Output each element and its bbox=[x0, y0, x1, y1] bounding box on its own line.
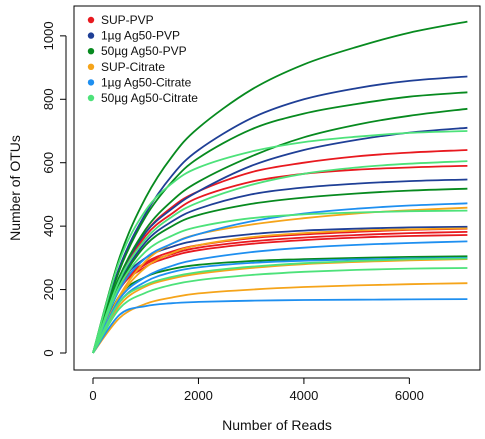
series-line-13 bbox=[92, 187, 468, 354]
series-line-20 bbox=[92, 240, 468, 354]
series-line-26 bbox=[92, 257, 468, 354]
legend-label: 50µg Ag50-PVP bbox=[101, 44, 187, 58]
y-tick-label: 1000 bbox=[41, 21, 56, 50]
x-tick-label: 6000 bbox=[395, 388, 424, 403]
series-line-17 bbox=[92, 258, 468, 354]
series-line-6 bbox=[92, 75, 468, 354]
series-line-11 bbox=[92, 91, 468, 354]
y-tick-label: 200 bbox=[41, 279, 56, 301]
y-axis-title: Number of OTUs bbox=[7, 135, 23, 241]
legend-label: 1µg Ag50-Citrate bbox=[101, 75, 192, 89]
legend-label: SUP-Citrate bbox=[101, 60, 165, 74]
plot-frame bbox=[73, 5, 481, 371]
series-line-12 bbox=[92, 107, 468, 354]
series-line-27 bbox=[92, 267, 468, 354]
series-line-22 bbox=[92, 298, 468, 354]
series-line-5 bbox=[92, 234, 468, 354]
legend-marker bbox=[87, 63, 95, 70]
x-axis-title: Number of Reads bbox=[222, 417, 332, 433]
legend-label: 1µg Ag50-PVP bbox=[101, 29, 180, 43]
y-tick-label: 400 bbox=[41, 215, 56, 237]
legend-label: 50µg Ag50-Citrate bbox=[101, 91, 198, 105]
series-line-21 bbox=[92, 257, 468, 354]
series-line-8 bbox=[92, 178, 468, 354]
y-tick-label: 800 bbox=[41, 88, 56, 110]
x-tick-label: 2000 bbox=[184, 388, 213, 403]
series-line-10 bbox=[92, 20, 468, 354]
legend-marker bbox=[87, 16, 95, 24]
series-line-19 bbox=[92, 202, 468, 354]
series-layer bbox=[92, 20, 468, 354]
legend-marker bbox=[87, 94, 95, 102]
legend-marker bbox=[87, 79, 95, 86]
legend-marker bbox=[87, 32, 95, 39]
legend-label: SUP-PVP bbox=[101, 13, 154, 27]
y-tick-label: 600 bbox=[41, 152, 56, 174]
y-tick-label: 0 bbox=[41, 349, 56, 356]
series-line-23 bbox=[92, 130, 468, 354]
y-axis: 0 200 400 600 800 1000 bbox=[41, 21, 67, 357]
legend-marker bbox=[87, 48, 95, 55]
series-line-24 bbox=[92, 160, 468, 354]
x-axis: 0 2000 4000 6000 bbox=[89, 377, 424, 403]
x-tick-label: 0 bbox=[89, 388, 96, 403]
series-line-16 bbox=[92, 227, 468, 354]
series-line-14 bbox=[92, 255, 468, 354]
x-tick-label: 4000 bbox=[289, 388, 318, 403]
series-line-25 bbox=[92, 209, 468, 354]
